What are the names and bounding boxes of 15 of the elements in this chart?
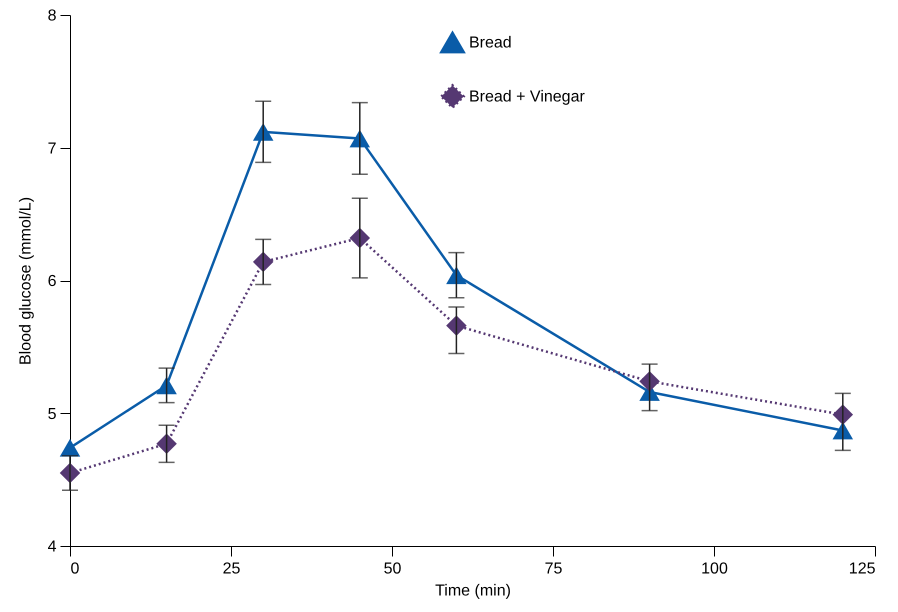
- y-tick-label: 7: [48, 140, 57, 158]
- x-tick-label: 0: [70, 560, 80, 578]
- y-tick-label: 6: [48, 273, 57, 290]
- y-axis-title: Blood glucose (mmol/L): [18, 196, 35, 366]
- x-tick-label: 75: [544, 560, 562, 578]
- x-tick-label: 25: [222, 560, 240, 578]
- legend-label: Bread: [469, 34, 512, 52]
- legend-label: Bread + Vinegar: [469, 88, 586, 106]
- x-axis-title: Time (min): [435, 582, 511, 600]
- x-tick-label: 100: [701, 560, 728, 578]
- y-tick-label: 5: [48, 406, 57, 423]
- y-tick-label: 4: [48, 538, 57, 556]
- y-tick-label: 8: [48, 8, 57, 24]
- x-tick-label: 125: [848, 560, 876, 578]
- x-tick-label: 50: [384, 560, 402, 578]
